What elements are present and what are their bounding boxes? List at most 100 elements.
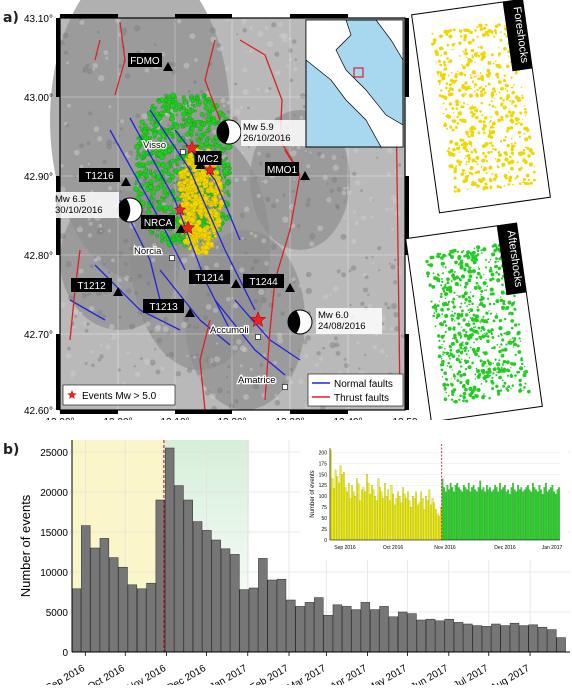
station-label: T1213 (149, 302, 178, 313)
foreshocks-panel-event (453, 169, 457, 174)
inset-foreshock-bar (420, 491, 422, 541)
aftershock-event (135, 154, 139, 157)
aftershocks-panel-event (472, 326, 475, 329)
terrain-texture (370, 215, 374, 219)
terrain-texture (117, 368, 121, 372)
foreshocks-panel-event (448, 152, 453, 157)
foreshock-event (197, 182, 202, 187)
inset-foreshock-bar (334, 469, 337, 541)
foreshocks-panel-event (459, 138, 463, 142)
aftershocks-panel-event (527, 389, 531, 394)
terrain-texture (86, 322, 90, 326)
terrain-texture (153, 43, 157, 47)
aftershocks-panel-event (500, 343, 503, 346)
histogram-bar (453, 622, 464, 653)
aftershock-event (169, 163, 172, 165)
aftershock-event (170, 128, 174, 131)
foreshocks-panel-event (463, 157, 466, 159)
terrain-texture (225, 66, 230, 71)
terrain-texture (97, 357, 102, 362)
terrain-texture (264, 196, 271, 203)
histogram-bar (174, 485, 184, 653)
foreshocks-panel-event (485, 23, 488, 27)
aftershocks-panel-event (464, 298, 468, 302)
frame-segment (405, 176, 409, 255)
foreshocks-panel-event (479, 90, 483, 94)
terrain-texture (386, 147, 393, 155)
terrain-texture (320, 153, 325, 159)
inset-aftershock-bar (504, 485, 506, 541)
aftershocks-panel-event (444, 347, 446, 350)
histogram-bar (295, 606, 305, 653)
aftershocks-panel-event (465, 399, 469, 403)
terrain-texture (121, 27, 128, 34)
foreshock-event (192, 212, 196, 216)
terrain-texture (334, 203, 340, 209)
terrain-texture (301, 339, 308, 345)
foreshocks-panel-event (520, 151, 524, 154)
inset-y-tick-label: 50 (321, 516, 327, 522)
histogram-bar (81, 525, 91, 653)
aftershocks-panel-event (437, 354, 442, 359)
aftershock-event (211, 118, 217, 124)
foreshock-event (196, 173, 200, 177)
aftershocks-panel-event (492, 293, 494, 295)
aftershocks-panel-event (443, 371, 448, 375)
aftershocks-panel-event (439, 322, 443, 326)
foreshocks-panel-event (509, 126, 514, 130)
aftershocks-panel-event (513, 307, 517, 311)
terrain-texture (226, 100, 231, 105)
foreshocks-panel-event (496, 165, 499, 167)
foreshocks-panel-event (503, 74, 506, 77)
aftershock-event (156, 200, 160, 204)
terrain-texture (89, 349, 94, 354)
foreshocks-panel-event (489, 125, 494, 129)
aftershock-event (182, 145, 186, 149)
foreshocks-panel-event (467, 150, 470, 153)
terrain-texture (124, 275, 130, 282)
foreshocks-panel-event (455, 186, 458, 189)
aftershock-event (197, 100, 202, 105)
thrust-fault (239, 39, 296, 166)
terrain-texture (259, 363, 264, 368)
frame-segment (405, 18, 409, 97)
aftershocks-panel-event (450, 280, 453, 283)
lon-tick-label: 13.20° (217, 417, 246, 420)
inset-foreshock-bar (413, 498, 416, 541)
aftershocks-panel-event (438, 345, 442, 350)
foreshocks-panel-event (500, 86, 504, 91)
histogram-bar (481, 626, 492, 653)
aftershocks-panel-event (468, 266, 472, 270)
aftershocks-panel-event (444, 313, 449, 318)
terrain-texture (79, 164, 84, 169)
aftershocks-panel-event (467, 350, 470, 352)
inset-foreshock-bar (389, 500, 391, 541)
histogram-bar (202, 530, 212, 653)
aftershock-event (150, 129, 154, 133)
terrain-texture (129, 246, 134, 251)
station-marker (121, 177, 131, 186)
foreshocks-panel-event (492, 87, 496, 91)
foreshocks-panel-event (468, 140, 470, 142)
foreshocks-panel-event (444, 121, 446, 124)
aftershocks-panel-event (453, 399, 458, 404)
terrain-texture (190, 354, 193, 357)
foreshocks-panel-event (489, 178, 493, 183)
foreshocks-panel-event (483, 94, 485, 96)
aftershocks-panel-event (497, 260, 499, 263)
aftershock-event (143, 123, 148, 129)
aftershocks-panel-event (441, 313, 444, 315)
inset-land (375, 19, 404, 62)
mainshock-label: Mw 6.530/10/2016 (53, 192, 119, 218)
foreshocks-panel-event (482, 188, 484, 190)
aftershock-event (170, 92, 177, 99)
aftershock-event (166, 109, 171, 114)
foreshocks-panel-event (471, 114, 475, 118)
inset-x-tick-label: Oct 2016 (383, 545, 404, 551)
aftershocks-panel-event (474, 326, 477, 328)
foreshock-event (187, 159, 191, 163)
aftershocks-panel-event (501, 338, 505, 342)
inset-y-tick-label: 0 (324, 538, 327, 544)
terrain-texture (249, 367, 253, 371)
aftershock-event (175, 164, 178, 167)
